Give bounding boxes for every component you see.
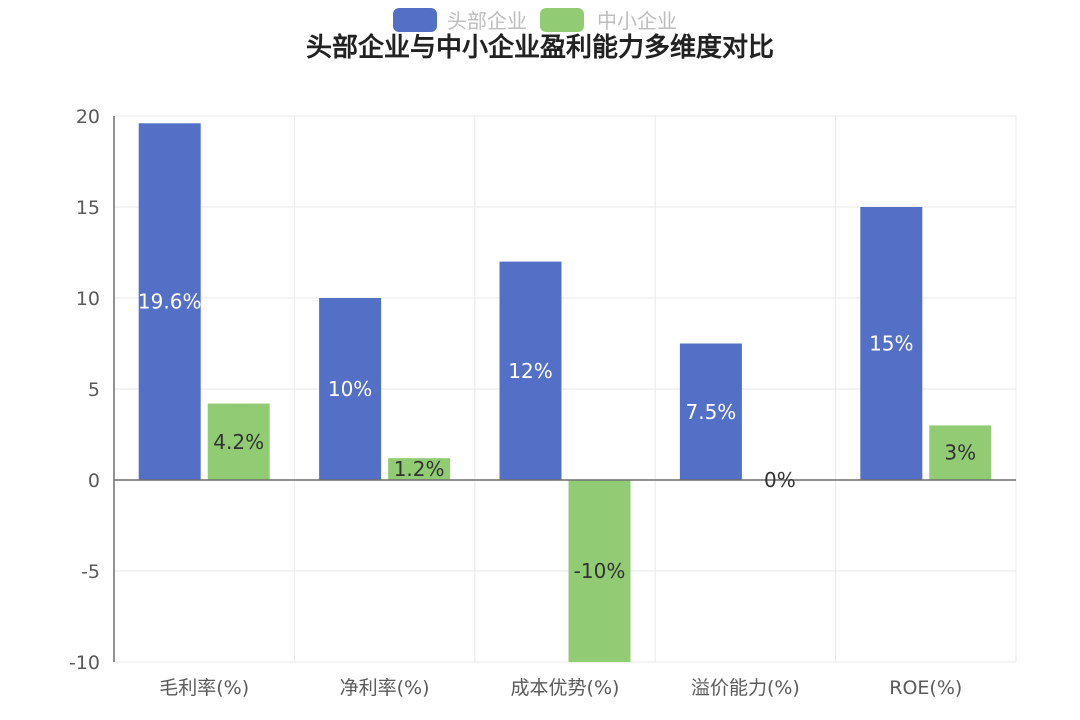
x-tick-label: 成本优势(%) (511, 677, 620, 699)
bars (138, 123, 992, 662)
bar-head-company (499, 261, 562, 480)
legend-label: 头部企业 (447, 9, 527, 33)
y-tick-label: 5 (88, 379, 100, 401)
data-label: 1.2% (394, 457, 445, 481)
bar-head-company (319, 298, 382, 480)
legend-swatch (393, 8, 437, 32)
data-label: 12% (508, 359, 552, 383)
y-tick-label: 10 (76, 288, 100, 310)
bar-head-company (860, 207, 923, 480)
x-tick-label: 溢价能力(%) (691, 677, 800, 699)
y-tick-label: -10 (69, 652, 100, 674)
data-label: 0% (764, 468, 796, 492)
bar-head-company (679, 343, 742, 480)
legend[interactable]: 头部企业 中小企业 (393, 8, 677, 33)
legend-item-head-company[interactable]: 头部企业 (393, 8, 527, 33)
x-tick-label: 净利率(%) (340, 677, 430, 699)
x-tick-label: 毛利率(%) (159, 677, 249, 699)
bar-sme (207, 403, 270, 480)
data-label: 4.2% (213, 430, 264, 454)
data-label: 7.5% (685, 400, 736, 424)
chart-title: 头部企业与中小企业盈利能力多维度对比 (306, 32, 774, 63)
bar-sme (929, 425, 992, 480)
data-labels: 19.6% 4.2% 10% 1.2% 12% -10% 7.5% 0% 15% 3% (138, 290, 976, 583)
grid-lines (113, 115, 1017, 663)
legend-item-sme[interactable]: 中小企业 (540, 8, 677, 33)
bar-sme (568, 480, 631, 662)
data-label: 19.6% (138, 290, 202, 314)
x-tick-label: ROE(%) (889, 677, 962, 699)
data-label: 3% (944, 441, 976, 465)
y-tick-label: 15 (76, 197, 100, 219)
data-label: -10% (574, 559, 626, 583)
data-label: 10% (328, 377, 372, 401)
y-tick-label: 20 (76, 106, 100, 128)
bar-sme (388, 458, 451, 480)
legend-swatch (540, 8, 584, 32)
legend-label: 中小企业 (597, 9, 677, 33)
data-label: 15% (869, 332, 913, 356)
axes: 20 15 10 5 0 -5 -10 毛利率(%) 净利率(%) 成本优势(%) 溢价能力(%) R… (69, 106, 1016, 699)
y-tick-label: -5 (81, 561, 100, 583)
bar-head-company (138, 123, 201, 480)
y-tick-label: 0 (88, 470, 100, 492)
